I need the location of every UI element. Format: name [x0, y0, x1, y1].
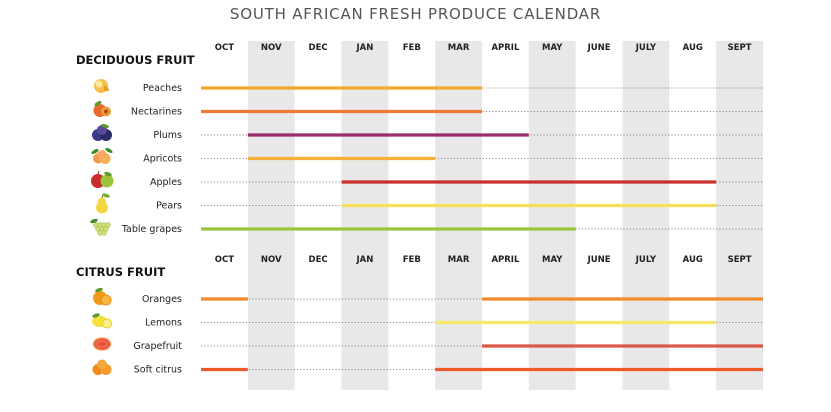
fruit-label: Apricots — [143, 154, 182, 165]
pear-icon — [96, 193, 110, 214]
month-label-july: JULY — [635, 255, 657, 265]
section-title: DECIDUOUS FRUIT — [76, 53, 195, 67]
chart-title: SOUTH AFRICAN FRESH PRODUCE CALENDAR — [229, 5, 602, 23]
fruit-row: Oranges — [93, 287, 763, 306]
month-shade-nov — [247, 41, 295, 390]
month-shade-may — [528, 41, 576, 390]
month-label-feb: FEB — [403, 255, 421, 265]
month-label-sept: SEPT — [728, 43, 752, 53]
month-label-oct: OCT — [215, 255, 234, 265]
fruit-row: Peaches — [94, 79, 763, 94]
month-shade-mar — [435, 41, 482, 390]
nectarine-icon — [93, 100, 111, 117]
fruit-row: Pears — [96, 193, 763, 214]
fruit-label: Nectarines — [131, 107, 182, 118]
month-label-july: JULY — [635, 43, 657, 53]
fruit-label: Soft citrus — [134, 365, 182, 376]
section-citrus: CITRUS FRUIT Oranges Lemons Grapefruit Soft … — [76, 265, 763, 376]
month-label-jan: JAN — [355, 43, 373, 53]
fruit-label: Apples — [150, 177, 182, 188]
fruit-label: Lemons — [145, 318, 182, 329]
month-label-oct: OCT — [215, 43, 234, 53]
fruit-row: Apricots — [91, 147, 763, 165]
section-deciduous: DECIDUOUS FRUIT Peaches Nectarines Plums Apr… — [76, 53, 763, 236]
month-label-nov: NOV — [261, 255, 282, 265]
sections: DECIDUOUS FRUIT Peaches Nectarines Plums Apr… — [76, 53, 763, 376]
month-label-jan: JAN — [355, 255, 373, 265]
month-label-aug: AUG — [683, 255, 703, 265]
month-label-mar: MAR — [448, 43, 470, 53]
month-label-mar: MAR — [448, 255, 470, 265]
month-label-april: APRIL — [491, 43, 520, 53]
fruit-row: Lemons — [92, 313, 763, 329]
month-label-nov: NOV — [261, 43, 282, 53]
orange-icon — [93, 287, 112, 306]
grapefruit-icon — [93, 337, 111, 351]
month-label-aug: AUG — [683, 43, 703, 53]
fruit-row: Apples — [91, 170, 763, 188]
fruit-row: Table grapes — [90, 218, 763, 236]
peach-icon — [94, 79, 110, 93]
month-shade-july — [622, 41, 670, 390]
fruit-row: Grapefruit — [93, 337, 763, 352]
fruit-row: Plums — [92, 123, 763, 141]
fruit-row: Soft citrus — [92, 359, 763, 376]
month-label-may: MAY — [542, 43, 563, 53]
fruit-label: Table grapes — [121, 224, 182, 235]
month-shading — [247, 41, 763, 390]
soft-citrus-icon — [92, 359, 112, 375]
month-label-dec: DEC — [309, 255, 328, 265]
fruit-label: Peaches — [143, 83, 182, 94]
month-label-dec: DEC — [309, 43, 328, 53]
month-shade-sept — [716, 41, 763, 390]
section-title: CITRUS FRUIT — [76, 265, 165, 279]
month-label-june: JUNE — [587, 43, 611, 53]
month-shade-jan — [341, 41, 389, 390]
grapes-icon — [90, 218, 111, 236]
fruit-label: Oranges — [142, 294, 182, 305]
month-label-sept: SEPT — [728, 255, 752, 265]
month-label-may: MAY — [542, 255, 563, 265]
fruit-label: Pears — [156, 201, 182, 212]
month-label-feb: FEB — [403, 43, 421, 53]
fruit-row: Nectarines — [93, 100, 763, 118]
month-label-april: APRIL — [491, 255, 520, 265]
month-headers: OCT NOV DEC JAN FEB MAR APRIL MAY JUNE JULY AUG SEP… — [215, 43, 752, 265]
apple-icon — [91, 170, 114, 188]
month-label-june: JUNE — [587, 255, 611, 265]
plum-icon — [92, 123, 112, 141]
apricot-icon — [91, 147, 113, 164]
fruit-label: Plums — [153, 130, 182, 141]
lemon-icon — [92, 313, 112, 329]
fruit-label: Grapefruit — [133, 341, 182, 352]
